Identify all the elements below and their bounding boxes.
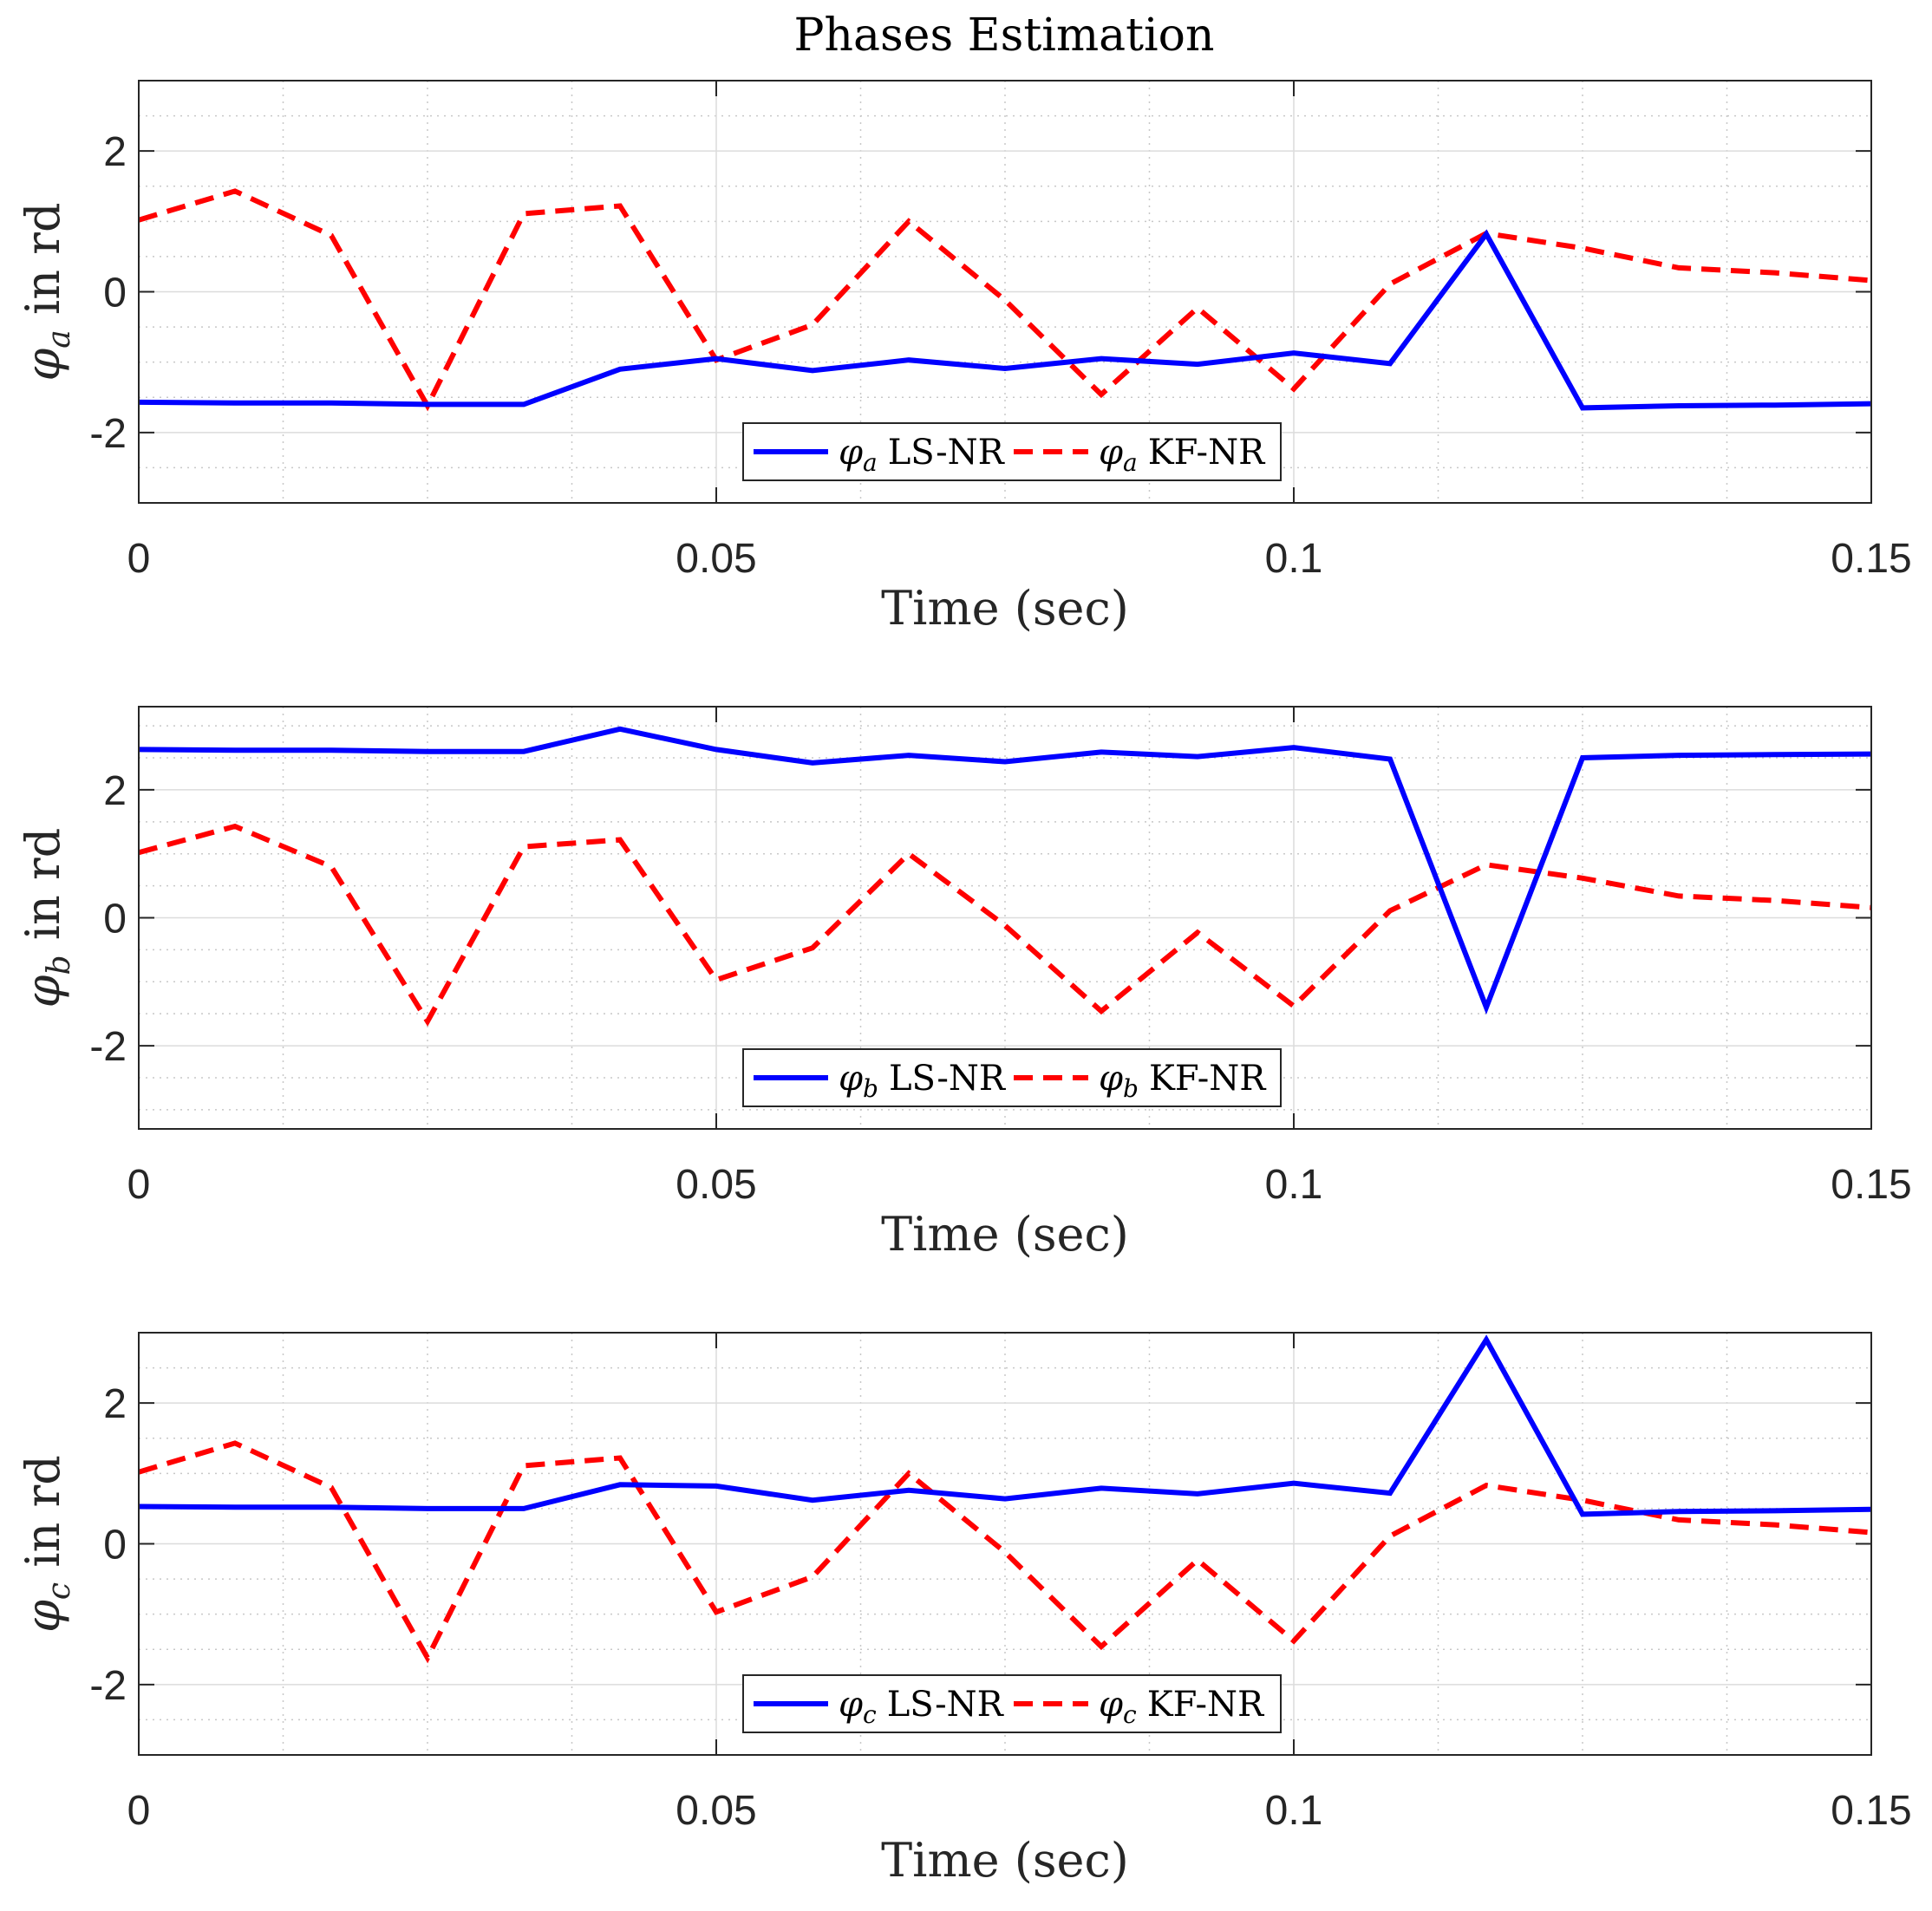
legend: φc LS-NR φc KF-NR — [742, 1674, 1282, 1733]
y-label-suffix: in rd — [16, 828, 70, 956]
y-tick-label: -2 — [89, 1663, 127, 1709]
y-label-symbol: φ — [16, 975, 70, 1008]
y-label-suffix: in rd — [16, 1455, 70, 1582]
legend-subscript: a — [1123, 448, 1138, 477]
y-label-suffix: in rd — [16, 202, 70, 329]
y-tick-label: -2 — [89, 1024, 127, 1070]
legend-label-ls-nr: φb LS-NR — [839, 1059, 1007, 1103]
legend-subscript: b — [1123, 1074, 1139, 1103]
legend-symbol: φ — [839, 1685, 863, 1725]
legend-symbol: φ — [839, 1059, 863, 1099]
legend-subscript: b — [863, 1074, 878, 1103]
legend-box — [742, 1048, 1282, 1107]
y-axis: -2 0 2 — [89, 129, 1871, 457]
legend-subscript: a — [863, 448, 878, 477]
x-tick-label: 0.05 — [676, 1788, 756, 1834]
legend-name: LS-NR — [889, 1059, 1007, 1099]
legend-label-kf-nr: φa KF-NR — [1099, 433, 1266, 477]
x-axis: 0 0.05 0.1 0.15 — [127, 1333, 1912, 1834]
y-tick-label: 2 — [103, 768, 127, 814]
series-line-ls-nr-a — [139, 229, 1871, 411]
figure-title: Phases Estimation — [794, 10, 1215, 62]
legend-name: LS-NR — [887, 1685, 1005, 1725]
legend-symbol: φ — [839, 433, 863, 473]
series-line-kf-nr-c — [139, 1440, 1871, 1664]
y-tick-label: 2 — [103, 1381, 127, 1427]
y-tick-label: 0 — [103, 1523, 127, 1569]
x-tick-label: 0.15 — [1831, 536, 1911, 582]
y-label-subscript: b — [42, 955, 77, 975]
y-axis-label: φa in rd — [16, 202, 77, 381]
legend-symbol: φ — [1099, 1685, 1123, 1725]
legend-label-ls-nr: φc LS-NR — [839, 1685, 1005, 1729]
legend-label-kf-nr: φb KF-NR — [1099, 1059, 1267, 1103]
x-tick-label: 0 — [127, 1788, 151, 1834]
legend-subscript: c — [1123, 1700, 1137, 1729]
x-tick-label: 0.05 — [676, 536, 756, 582]
series-line-ls-nr-c — [139, 1334, 1871, 1517]
x-tick-label: 0 — [127, 536, 151, 582]
y-tick-label: -2 — [89, 411, 127, 457]
x-axis: 0 0.05 0.1 0.15 — [127, 707, 1912, 1208]
y-axis: -2 0 2 — [89, 768, 1871, 1070]
y-label-symbol: φ — [16, 1600, 70, 1633]
y-axis-label: φc in rd — [16, 1455, 77, 1633]
x-axis-label: Time (sec) — [881, 581, 1129, 636]
legend-box — [742, 1674, 1282, 1733]
x-axis: 0 0.05 0.1 0.15 — [127, 81, 1912, 582]
y-axis-label: φb in rd — [16, 828, 77, 1008]
x-tick-label: 0.15 — [1831, 1788, 1911, 1834]
legend-box — [742, 422, 1282, 481]
legend-subscript: c — [863, 1700, 877, 1729]
x-tick-label: 0.05 — [676, 1162, 756, 1208]
y-label-subscript: a — [42, 329, 77, 348]
y-tick-label: 2 — [103, 129, 127, 175]
x-axis-label: Time (sec) — [881, 1833, 1129, 1888]
x-tick-label: 0.1 — [1265, 1162, 1323, 1208]
legend-symbol: φ — [1099, 433, 1123, 473]
legend-symbol: φ — [1099, 1059, 1123, 1099]
x-tick-label: 0.15 — [1831, 1162, 1911, 1208]
legend-label-ls-nr: φa LS-NR — [839, 433, 1006, 477]
x-axis-label: Time (sec) — [881, 1207, 1129, 1262]
y-label-symbol: φ — [16, 349, 70, 382]
legend-name: KF-NR — [1147, 1685, 1265, 1725]
x-tick-label: 0.1 — [1265, 1788, 1323, 1834]
legend-name: KF-NR — [1148, 433, 1266, 473]
y-tick-label: 0 — [103, 897, 127, 942]
legend-name: LS-NR — [888, 433, 1006, 473]
y-axis: -2 0 2 — [89, 1381, 1871, 1709]
series-line-kf-nr-b — [139, 823, 1871, 1027]
series-line-ls-nr-b — [139, 726, 1871, 1015]
x-tick-label: 0.1 — [1265, 536, 1323, 582]
legend-label-kf-nr: φc KF-NR — [1099, 1685, 1265, 1729]
legend-name: KF-NR — [1149, 1059, 1267, 1099]
y-label-subscript: c — [42, 1582, 77, 1600]
legend: φb LS-NR φb KF-NR — [742, 1048, 1282, 1107]
y-tick-label: 0 — [103, 271, 127, 316]
x-tick-label: 0 — [127, 1162, 151, 1208]
legend: φa LS-NR φa KF-NR — [742, 422, 1282, 481]
